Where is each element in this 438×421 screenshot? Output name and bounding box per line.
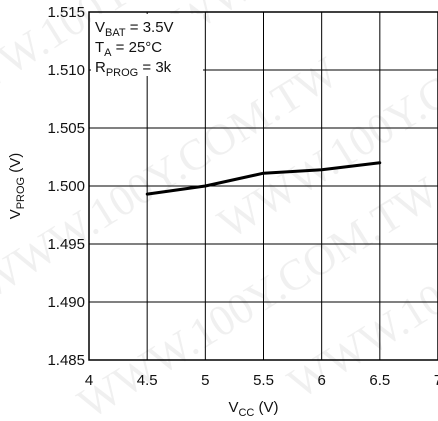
y-tick-labels: 1.485 1.490 1.495 1.500 1.505 1.510 1.515 [47, 4, 85, 369]
x-tick-label: 7 [434, 372, 438, 389]
series-line [145, 161, 382, 196]
x-tick-label: 5.5 [253, 372, 274, 389]
annotation-box [91, 14, 203, 76]
y-axis-label: VPROG (V) [7, 153, 27, 220]
x-tick-label: 4 [85, 372, 93, 389]
x-axis-label: VCC (V) [228, 399, 278, 419]
y-tick-label: 1.495 [47, 236, 85, 253]
y-tick-label: 1.515 [47, 4, 85, 21]
annotation-line: TA = 25°C [95, 39, 162, 59]
annotation-line: VBAT = 3.5V [95, 19, 174, 39]
x-tick-labels: 4 4.5 5 5.5 6 6.5 7 [85, 372, 438, 389]
y-tick-label: 1.490 [47, 294, 85, 311]
y-tick-label: 1.500 [47, 178, 85, 195]
x-tick-label: 6.5 [369, 372, 390, 389]
y-tick-label: 1.505 [47, 120, 85, 137]
y-tick-label: 1.485 [47, 352, 85, 369]
x-tick-label: 6 [317, 372, 325, 389]
x-tick-label: 5 [201, 372, 209, 389]
x-tick-label: 4.5 [137, 372, 158, 389]
y-tick-label: 1.510 [47, 62, 85, 79]
annotation-line: RPROG = 3k [95, 59, 172, 79]
plot-frame [88, 11, 438, 361]
